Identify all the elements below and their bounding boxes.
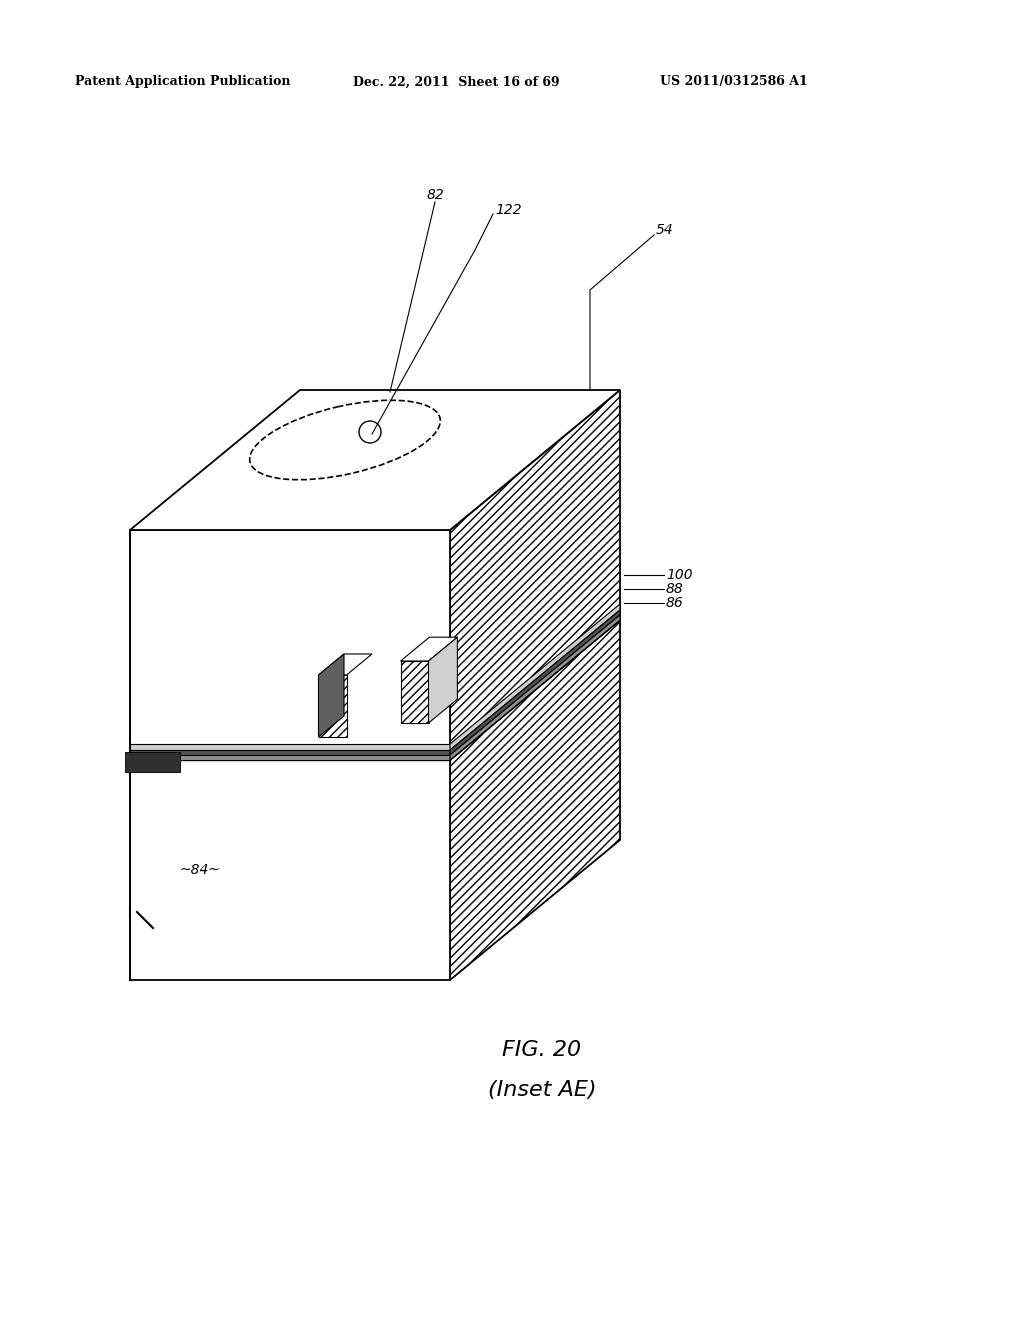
Polygon shape — [400, 638, 458, 661]
Text: 82: 82 — [426, 187, 443, 202]
Text: ~84~: ~84~ — [179, 863, 220, 876]
Polygon shape — [400, 661, 428, 723]
Text: 72: 72 — [257, 618, 275, 632]
Text: 86: 86 — [666, 597, 684, 610]
Polygon shape — [130, 760, 450, 979]
Polygon shape — [450, 620, 620, 979]
Text: 100: 100 — [666, 568, 692, 582]
Text: 74: 74 — [257, 598, 275, 612]
Polygon shape — [125, 752, 180, 772]
Text: (Inset AE): (Inset AE) — [487, 1080, 596, 1100]
Text: 54: 54 — [656, 223, 674, 238]
Polygon shape — [130, 755, 450, 760]
Polygon shape — [450, 605, 620, 750]
Polygon shape — [130, 389, 620, 531]
Text: Dec. 22, 2011  Sheet 16 of 69: Dec. 22, 2011 Sheet 16 of 69 — [353, 75, 560, 88]
Polygon shape — [450, 389, 620, 760]
Text: 164: 164 — [355, 713, 382, 727]
Text: FIG. 20: FIG. 20 — [503, 1040, 582, 1060]
Polygon shape — [318, 675, 346, 737]
Text: Patent Application Publication: Patent Application Publication — [75, 75, 291, 88]
Polygon shape — [318, 653, 372, 675]
Polygon shape — [450, 610, 620, 755]
Text: 122: 122 — [495, 203, 521, 216]
Polygon shape — [130, 531, 450, 760]
Text: 168: 168 — [395, 688, 422, 702]
Polygon shape — [130, 750, 450, 755]
Polygon shape — [450, 615, 620, 760]
Polygon shape — [318, 653, 344, 737]
Text: US 2011/0312586 A1: US 2011/0312586 A1 — [660, 75, 808, 88]
Text: 94: 94 — [257, 578, 275, 591]
Polygon shape — [428, 638, 458, 723]
Text: 88: 88 — [666, 582, 684, 597]
Polygon shape — [130, 744, 450, 750]
Circle shape — [359, 421, 381, 444]
